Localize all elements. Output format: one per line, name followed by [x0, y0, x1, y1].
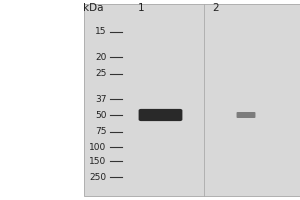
FancyBboxPatch shape — [236, 112, 256, 118]
Text: 100: 100 — [89, 142, 106, 152]
Text: 50: 50 — [95, 110, 106, 119]
Text: 2: 2 — [213, 3, 219, 13]
Text: 1: 1 — [138, 3, 144, 13]
Text: 150: 150 — [89, 156, 106, 166]
FancyBboxPatch shape — [84, 4, 300, 196]
Text: 37: 37 — [95, 95, 106, 104]
Text: 25: 25 — [95, 70, 106, 78]
FancyBboxPatch shape — [139, 109, 182, 121]
Text: 15: 15 — [95, 27, 106, 36]
Text: 20: 20 — [95, 52, 106, 62]
Text: 75: 75 — [95, 128, 106, 136]
Text: kDa: kDa — [83, 3, 103, 13]
Text: 250: 250 — [89, 172, 106, 182]
